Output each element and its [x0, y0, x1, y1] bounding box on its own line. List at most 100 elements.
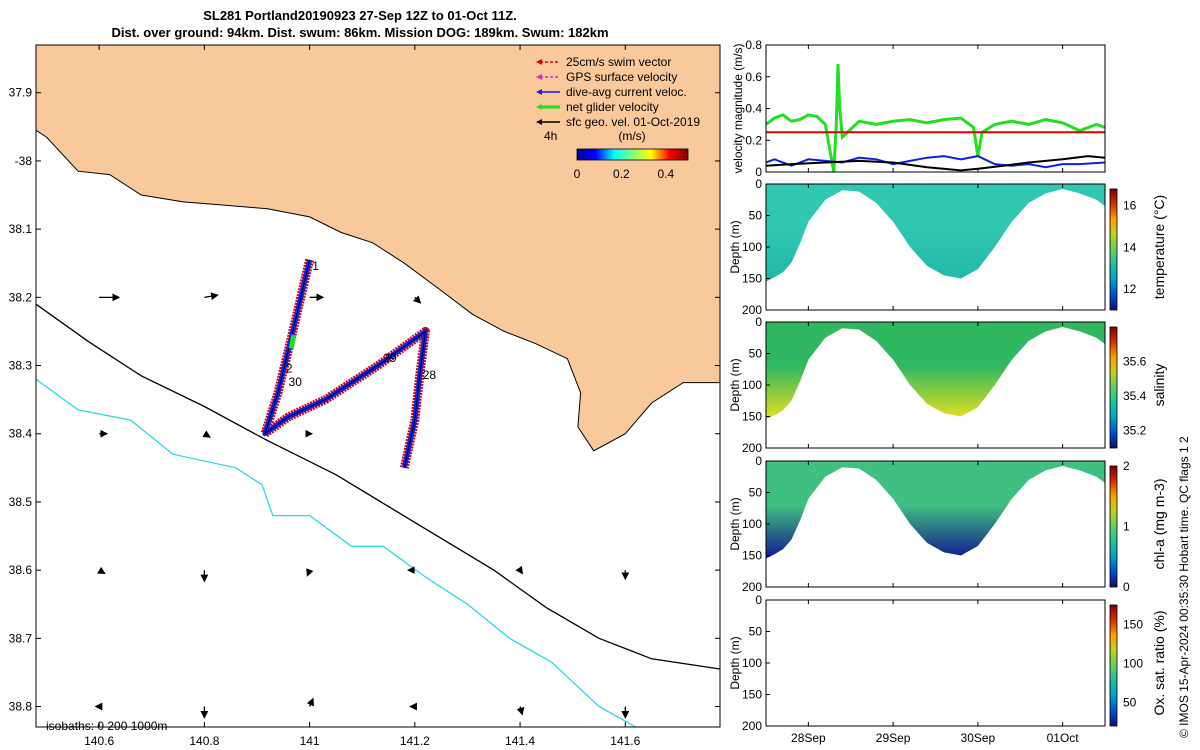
oxygen-panel: 0 50 100 150 200 28Sep 29Sep 30Sep 01Oct Depth (m…	[728, 593, 1167, 745]
y-tick-label: 38.4	[9, 427, 33, 441]
y-tick-label: 38.5	[9, 495, 33, 509]
sfc-vector	[306, 568, 314, 577]
colorbar-tick-label: 1	[1123, 520, 1130, 534]
colorbar	[576, 148, 689, 161]
colorbar-label: temperature (°C)	[1151, 195, 1167, 299]
legend-label: dive-avg current veloc.	[566, 85, 687, 99]
section-axes-box	[765, 599, 1106, 727]
map-panel: 1 230 29 28 140.6 140.8 141 141.2 141.4 141.6 37.9…	[9, 44, 721, 748]
time-tick-label: 30Sep	[961, 731, 996, 745]
section-colorbar	[1109, 188, 1118, 311]
legend-label: 25cm/s swim vector	[566, 55, 671, 69]
colorbar-tick-label: 16	[1123, 199, 1137, 213]
chla-panel: 0 50 100 150 200 Depth (m) 0 1 2 chl-a (mg m-3)	[728, 454, 1167, 594]
depth-tick-label: 100	[742, 378, 762, 392]
depth-tick-label: 200	[742, 719, 762, 733]
legend-arrowhead	[536, 104, 542, 110]
velocity-series-line	[766, 63, 1105, 172]
isobath-1000	[36, 378, 637, 727]
colorbar-tick-label: 14	[1123, 240, 1137, 254]
colorbar-tick-label: 35.6	[1123, 355, 1147, 369]
day-label: 29	[383, 351, 397, 365]
x-tick-label: 141.2	[400, 734, 430, 748]
y-tick-label: 38.6	[9, 563, 33, 577]
depth-tick-label: 100	[742, 656, 762, 670]
y-tick-label: 0.2	[745, 133, 762, 147]
velocity-series-line	[766, 155, 1105, 172]
depth-tick-label: 50	[749, 625, 763, 639]
legend-label: sfc geo. vel. 01-Oct-2019	[566, 115, 700, 129]
y-tick-label: 38.3	[9, 359, 33, 373]
colorbar-tick-label: 0	[574, 167, 581, 181]
legend-label: net glider velocity	[566, 100, 659, 114]
chart-title-line1: SL281 Portland20190923 27-Sep 12Z to 01-…	[203, 8, 517, 23]
depth-tick-label: 150	[742, 688, 762, 702]
colorbar-tick-label: 100	[1123, 657, 1143, 671]
colorbar-label: Ox. sat. ratio (%)	[1151, 610, 1167, 715]
legend-label: GPS surface velocity	[566, 70, 677, 84]
x-tick-label: 141.6	[610, 734, 640, 748]
velocity-ylabel: velocity magnitude (m/s)	[731, 43, 745, 173]
section-colorbar	[1109, 604, 1118, 727]
land-area	[36, 45, 720, 452]
y-tick-label: 38.8	[9, 700, 33, 714]
sfc-vector	[515, 565, 523, 575]
colorbar-tick-label: 2	[1123, 459, 1130, 473]
temperature-panel: 0 50 100 150 200 Depth (m) 12 14 16 temperature (…	[728, 177, 1167, 317]
depth-tick-label: 50	[749, 209, 763, 223]
colorbar-tick-label: 150	[1123, 618, 1143, 632]
depth-tick-label: 50	[749, 486, 763, 500]
depth-tick-label: 50	[749, 347, 763, 361]
legend-time: 4h	[544, 129, 557, 143]
day-label: 2	[286, 361, 293, 375]
depth-tick-label: 0	[755, 315, 762, 329]
day-label: 1	[312, 259, 319, 273]
depth-tick-label: 200	[742, 303, 762, 317]
legend-arrowhead	[536, 59, 542, 65]
y-tick-label: 38.7	[9, 631, 33, 645]
legend-arrowhead	[536, 119, 542, 125]
section-data-fill	[766, 184, 1105, 282]
depth-tick-label: 0	[755, 454, 762, 468]
time-tick-label: 01Oct	[1047, 731, 1080, 745]
colorbar-tick-label: 50	[1123, 696, 1137, 710]
map-axes-box	[35, 44, 721, 728]
depth-tick-label: 150	[742, 549, 762, 563]
sfc-vector	[97, 566, 106, 575]
colorbar-tick-label: 0	[1123, 580, 1130, 594]
depth-axis-label: Depth (m)	[728, 636, 742, 689]
time-tick-label: 28Sep	[791, 731, 826, 745]
depth-tick-label: 0	[755, 593, 762, 607]
sfc-vector	[516, 706, 525, 716]
legend-arrowhead	[536, 74, 542, 80]
colorbar-tick-label: 12	[1123, 282, 1137, 296]
colorbar-tick-label: 0.2	[613, 167, 630, 181]
chart-title-line2: Dist. over ground: 94km. Dist. swum: 86k…	[111, 25, 609, 40]
track-line	[264, 259, 426, 468]
y-tick-label: 0.6	[745, 70, 762, 84]
sfc-vector	[306, 697, 314, 707]
colorbar-label: chl-a (mg m-3)	[1151, 478, 1167, 569]
net-velocity-segment	[288, 334, 297, 349]
y-tick-label: 0	[755, 165, 762, 179]
time-tick-label: 29Sep	[876, 731, 911, 745]
colorbar-label: (m/s)	[618, 129, 645, 143]
y-tick-label: 37.9	[9, 86, 33, 100]
depth-tick-label: 200	[742, 441, 762, 455]
day-label: 30	[289, 375, 303, 389]
colorbar-tick-label: 35.2	[1123, 424, 1147, 438]
x-tick-label: 140.6	[84, 734, 114, 748]
velocity-series-line	[766, 155, 1105, 169]
depth-axis-label: Depth (m)	[728, 358, 742, 411]
velocity-axes-box	[765, 44, 1106, 173]
credit-text: © IMOS 15-Apr-2024 00:35:30 Hobart time.…	[1177, 436, 1191, 738]
y-tick-label: -38	[15, 154, 33, 168]
day-label: 28	[423, 368, 437, 382]
x-tick-label: 141.4	[505, 734, 535, 748]
depth-tick-label: 0	[755, 177, 762, 191]
sfc-vector	[204, 292, 219, 301]
colorbar-tick-label: 35.4	[1123, 389, 1147, 403]
depth-tick-label: 100	[742, 517, 762, 531]
